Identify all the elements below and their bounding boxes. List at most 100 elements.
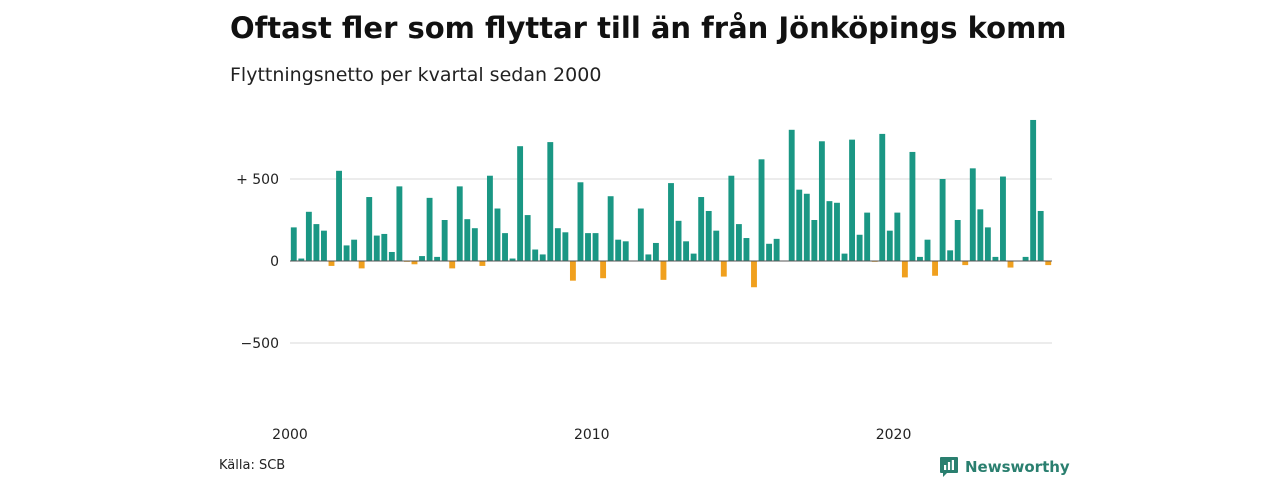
bar — [396, 186, 403, 261]
bar — [554, 228, 561, 261]
bar — [577, 182, 584, 261]
bar — [313, 224, 320, 261]
bar — [743, 238, 750, 261]
bar — [864, 212, 871, 261]
bar — [879, 133, 886, 261]
bar — [751, 261, 757, 288]
gridlines — [290, 178, 1052, 344]
x-tick-label: 2020 — [876, 427, 912, 443]
bar — [675, 220, 682, 261]
bar — [298, 258, 305, 261]
bar — [464, 219, 471, 261]
bar — [336, 170, 342, 261]
bar — [366, 197, 373, 261]
bar — [358, 261, 365, 269]
bar — [607, 196, 614, 261]
bar — [388, 251, 395, 261]
bar — [305, 211, 312, 261]
bar — [615, 239, 622, 261]
y-tick-label: −500 — [241, 336, 279, 352]
bar — [456, 186, 463, 261]
bar — [909, 151, 916, 261]
bar — [690, 253, 697, 261]
bar — [683, 241, 690, 261]
bar — [1007, 261, 1014, 268]
bar — [1030, 119, 1037, 262]
bar — [796, 189, 803, 261]
newsworthy-logo-icon — [940, 457, 958, 477]
bar — [585, 233, 591, 261]
bar — [894, 212, 901, 261]
bar — [1000, 176, 1006, 261]
bar — [886, 230, 893, 261]
bar — [924, 239, 931, 261]
bar — [735, 224, 742, 261]
bars — [290, 119, 1052, 288]
x-axis-ticks: 2000 2010 2020 — [272, 427, 911, 443]
bar — [434, 256, 441, 261]
bar — [728, 175, 735, 261]
bar — [705, 210, 712, 261]
bar — [592, 233, 599, 261]
bar — [562, 232, 569, 261]
bar — [788, 129, 795, 261]
bar — [494, 208, 501, 261]
bar — [698, 197, 705, 261]
source-note: Källa: SCB — [219, 458, 286, 473]
bar — [720, 261, 727, 277]
bar — [652, 242, 659, 261]
y-axis-ticks: + 500 0 −500 — [236, 172, 279, 352]
bar — [713, 230, 720, 261]
bar — [569, 261, 576, 281]
bar — [901, 261, 908, 278]
bar — [343, 245, 350, 261]
bar — [509, 258, 516, 261]
brand-logo: Newsworthy — [939, 456, 1070, 478]
bar — [479, 261, 486, 266]
bar — [977, 209, 984, 261]
bar — [992, 256, 999, 261]
x-tick-label: 2010 — [574, 427, 610, 443]
bar — [524, 215, 531, 261]
bar — [803, 193, 810, 261]
bar — [645, 254, 652, 261]
bar — [622, 241, 629, 261]
bar — [1022, 256, 1029, 261]
bar — [532, 249, 539, 261]
y-tick-label: 0 — [270, 254, 279, 270]
bar — [547, 142, 554, 261]
bar-chart: + 500 0 −500 2000 2010 2020 — [236, 119, 1052, 443]
bar — [517, 146, 524, 261]
bar — [834, 202, 840, 261]
bar — [1037, 210, 1044, 261]
chart-title: Oftast fler som flyttar till än från Jön… — [230, 11, 1067, 45]
bar — [411, 261, 418, 265]
bar — [932, 261, 938, 276]
bar — [826, 201, 833, 261]
bar — [441, 220, 448, 261]
bar — [939, 179, 946, 261]
bar — [1045, 261, 1052, 266]
bar — [426, 197, 433, 261]
bar — [849, 139, 856, 261]
bar — [962, 261, 969, 266]
bar — [321, 230, 327, 261]
bar — [856, 234, 863, 261]
bar — [351, 239, 358, 261]
bar — [969, 168, 976, 261]
bar — [773, 238, 780, 261]
brand-label: Newsworthy — [965, 458, 1070, 476]
bar — [947, 250, 954, 261]
bar — [811, 220, 818, 261]
bar — [290, 227, 297, 261]
bar — [954, 220, 961, 261]
bar — [660, 261, 667, 280]
bar — [917, 256, 923, 261]
bar — [449, 261, 456, 269]
bar — [419, 256, 425, 261]
bar — [486, 175, 493, 261]
bar — [373, 235, 380, 261]
bar — [668, 183, 674, 261]
bar — [381, 233, 388, 261]
bar — [758, 159, 765, 261]
